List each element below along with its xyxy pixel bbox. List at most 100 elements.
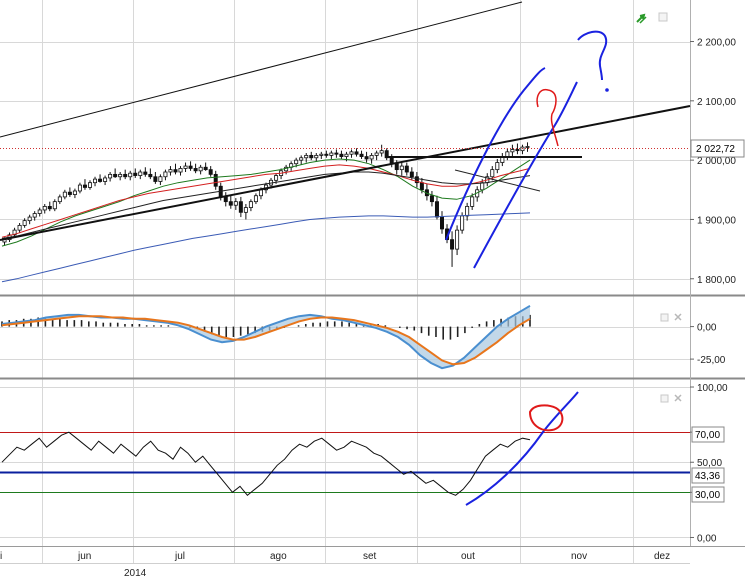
candle-body — [354, 151, 359, 155]
rsi-line — [1, 431, 531, 497]
short-trendline[interactable] — [454, 169, 541, 192]
candle-body — [243, 207, 248, 213]
macd-signal-line — [1, 315, 531, 366]
candlestick — [299, 155, 304, 165]
y-tick-label: 1 900,00 — [697, 216, 736, 227]
rsi-trend-annotation[interactable] — [465, 391, 579, 506]
candlestick — [439, 211, 444, 234]
y-tick-label: 2 000,00 — [697, 156, 736, 167]
candle-body — [495, 162, 500, 171]
maximize-icon[interactable] — [660, 394, 669, 403]
candlestick — [515, 143, 520, 155]
zoom-arrow-icon[interactable] — [636, 13, 647, 24]
macd-series — [1, 304, 531, 370]
rsi-circle-annotation[interactable] — [528, 404, 564, 432]
candle-body — [88, 182, 93, 188]
candle-body — [349, 151, 354, 155]
moving-average-line — [1, 171, 531, 239]
candlestick — [133, 168, 138, 178]
candlestick — [329, 150, 334, 159]
candlestick — [88, 180, 93, 190]
candlestick — [314, 153, 319, 162]
candlestick — [354, 148, 359, 157]
channel-upper-annotation[interactable] — [445, 67, 546, 241]
candle-body — [274, 175, 279, 181]
candle-body — [173, 169, 178, 173]
candlestick — [22, 218, 27, 228]
candle-body — [42, 206, 47, 211]
candlestick — [128, 170, 133, 181]
candlestick — [62, 189, 67, 200]
price-y-axis: 2 200,00 2 100,00 2 000,00 1 900,00 1 800,00 — [690, 38, 736, 286]
rsi-series — [0, 431, 690, 497]
year-label: 2014 — [124, 568, 147, 579]
candle-body — [329, 152, 334, 156]
y-tick-label: -25,00 — [697, 355, 726, 366]
candlestick — [108, 172, 113, 182]
y-tick-label: 1 800,00 — [697, 275, 736, 286]
candlestick — [404, 162, 409, 176]
price-pane[interactable] — [0, 0, 690, 293]
candle-body — [515, 149, 520, 152]
candle-body — [334, 152, 339, 155]
candlestick — [339, 150, 344, 159]
candle-body — [208, 169, 213, 175]
candle-body — [17, 224, 22, 231]
month-label: dez — [654, 551, 670, 562]
time-axis: i jun jul ago set out nov dez — [0, 551, 670, 562]
close-icon[interactable] — [674, 313, 682, 321]
candlestick — [304, 153, 309, 163]
candle-body — [82, 184, 87, 188]
candlestick — [455, 225, 460, 256]
macd-pane[interactable] — [0, 298, 690, 376]
close-icon[interactable] — [674, 394, 682, 402]
candle-body — [93, 178, 98, 184]
lower-trendline[interactable] — [0, 105, 691, 241]
candle-body — [465, 206, 470, 217]
candle-body — [72, 190, 77, 195]
upper-trendline[interactable] — [0, 1, 523, 138]
candlestick — [334, 149, 339, 158]
y-tick-label: 50,00 — [697, 458, 722, 469]
candlestick — [27, 214, 32, 225]
candlestick — [379, 144, 384, 157]
candle-body — [374, 152, 379, 156]
question-mark-annotation[interactable] — [577, 30, 608, 81]
candlestick — [72, 188, 77, 199]
channel-lower-annotation[interactable] — [473, 81, 578, 269]
candle-body — [62, 191, 67, 198]
rsi-level-43-label: 43,36 — [695, 471, 720, 482]
candle-body — [138, 171, 143, 176]
candlestick — [233, 198, 238, 210]
y-tick-label: 2 200,00 — [697, 38, 736, 49]
candlestick — [163, 169, 168, 181]
candlestick — [243, 204, 248, 220]
candle-body — [258, 189, 263, 197]
candle-body — [434, 201, 439, 218]
candle-body — [203, 166, 208, 171]
candlestick — [374, 150, 379, 161]
candlestick — [188, 161, 193, 171]
candle-body — [299, 157, 304, 161]
candle-body — [304, 154, 309, 159]
candlestick — [57, 194, 62, 205]
maximize-icon[interactable] — [658, 12, 668, 22]
candle-body — [168, 169, 173, 173]
maximize-icon[interactable] — [660, 313, 669, 322]
candlestick — [82, 179, 87, 190]
candlestick — [208, 166, 213, 177]
candlestick — [37, 207, 42, 217]
candle-body — [163, 171, 168, 178]
candlestick — [429, 190, 434, 207]
candle-body — [213, 173, 218, 187]
candlestick — [193, 163, 198, 174]
candle-body — [32, 213, 37, 218]
candle-body — [339, 153, 344, 157]
red-mark-annotation[interactable] — [536, 88, 559, 147]
grid-lines — [0, 0, 690, 563]
candlestick — [324, 150, 329, 158]
candle-body — [193, 168, 198, 172]
candle-body — [399, 165, 404, 171]
month-label: ago — [270, 551, 287, 562]
